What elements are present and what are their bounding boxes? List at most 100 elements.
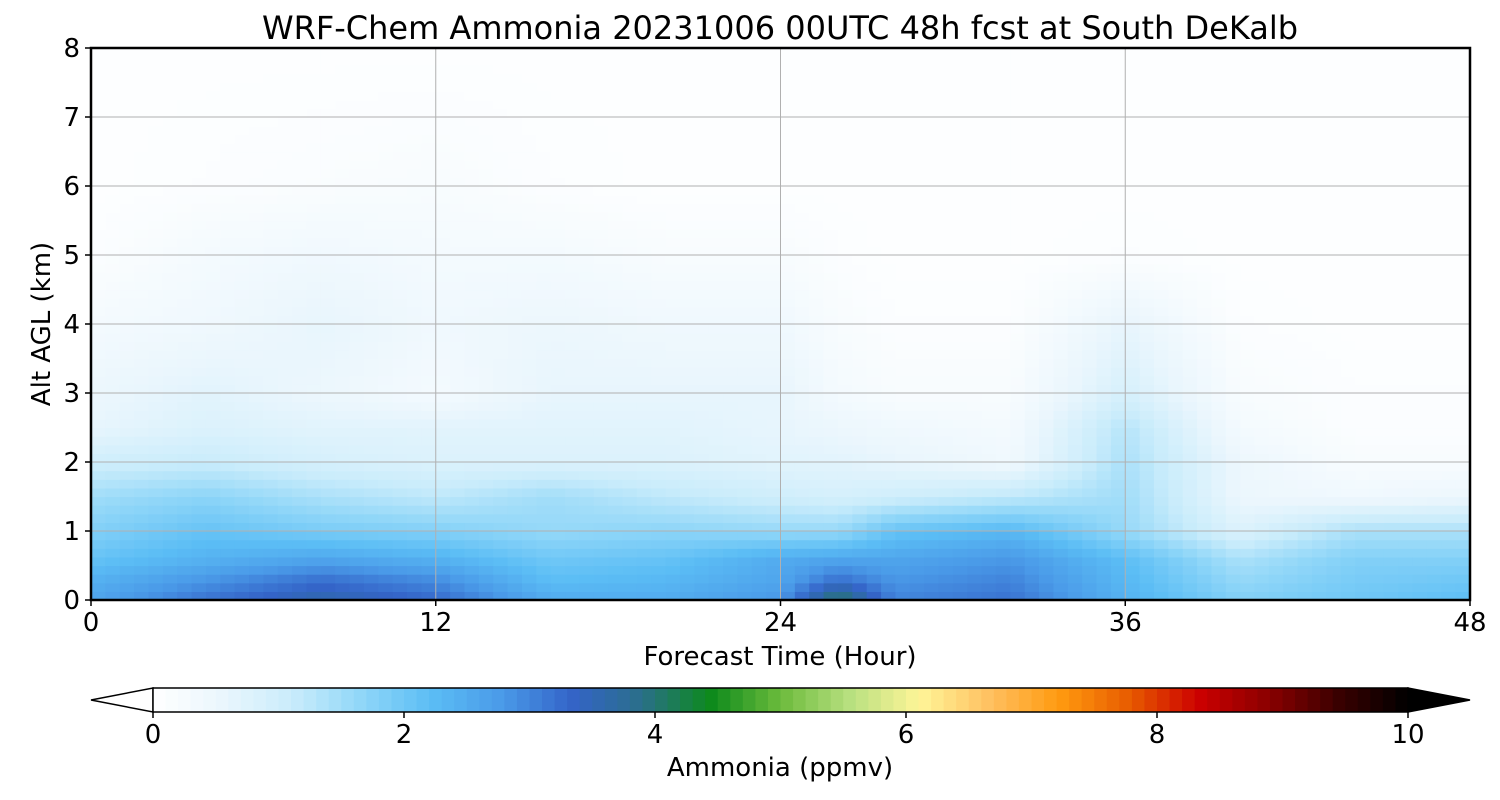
heatmap-cell bbox=[1211, 168, 1227, 178]
heatmap-cell bbox=[981, 418, 997, 429]
heatmap-cell bbox=[205, 289, 221, 299]
heatmap-cell bbox=[1139, 487, 1155, 498]
heatmap-cell bbox=[1110, 479, 1126, 489]
heatmap-cell bbox=[1039, 280, 1055, 291]
heatmap-cell bbox=[665, 306, 681, 316]
heatmap-cell bbox=[636, 582, 652, 592]
heatmap-cell bbox=[1039, 565, 1055, 575]
heatmap-cell bbox=[1082, 220, 1098, 230]
heatmap-cell bbox=[119, 229, 135, 239]
heatmap-cell bbox=[177, 479, 193, 489]
heatmap-cell bbox=[881, 194, 897, 204]
heatmap-cell bbox=[105, 565, 121, 575]
heatmap-cell bbox=[938, 522, 954, 532]
heatmap-cell bbox=[1355, 436, 1371, 446]
heatmap-cell bbox=[148, 479, 164, 489]
heatmap-cell bbox=[134, 263, 150, 273]
heatmap-cell bbox=[1225, 168, 1241, 178]
heatmap-cell bbox=[780, 237, 796, 247]
heatmap-cell bbox=[263, 246, 279, 256]
heatmap-cell bbox=[536, 479, 552, 489]
heatmap-cell bbox=[1082, 393, 1098, 403]
heatmap-cell bbox=[636, 263, 652, 273]
heatmap-cell bbox=[823, 160, 839, 170]
heatmap-cell bbox=[306, 591, 322, 600]
heatmap-cell bbox=[780, 289, 796, 299]
heatmap-cell bbox=[277, 255, 293, 265]
heatmap-cell bbox=[1326, 160, 1342, 170]
heatmap-cell bbox=[1168, 479, 1184, 489]
heatmap-cell bbox=[1053, 487, 1069, 498]
heatmap-cell bbox=[435, 298, 451, 308]
heatmap-cell bbox=[249, 470, 264, 480]
heatmap-cell bbox=[363, 306, 379, 316]
heatmap-cell bbox=[1053, 324, 1069, 334]
heatmap-cell bbox=[306, 298, 322, 308]
heatmap-cell bbox=[1412, 168, 1428, 178]
heatmap-cell bbox=[881, 168, 897, 178]
heatmap-cell bbox=[1455, 211, 1470, 222]
heatmap-cell bbox=[550, 401, 566, 411]
heatmap-cell bbox=[1355, 444, 1371, 454]
heatmap-cell bbox=[1053, 349, 1069, 360]
heatmap-cell bbox=[1426, 539, 1442, 549]
heatmap-cell bbox=[636, 255, 652, 265]
heatmap-cell bbox=[263, 194, 279, 204]
heatmap-cell bbox=[1053, 341, 1069, 351]
heatmap-cell bbox=[1168, 384, 1184, 394]
heatmap-cell bbox=[536, 513, 552, 523]
heatmap-cell bbox=[809, 237, 825, 247]
heatmap-cell bbox=[1110, 306, 1126, 316]
heatmap-cell bbox=[809, 453, 825, 463]
heatmap-cell bbox=[1067, 410, 1083, 420]
heatmap-cell bbox=[794, 556, 810, 567]
heatmap-cell bbox=[1283, 565, 1299, 575]
heatmap-cell bbox=[967, 427, 983, 437]
heatmap-cell bbox=[895, 548, 911, 558]
heatmap-cell bbox=[1268, 531, 1284, 541]
heatmap-cell bbox=[507, 358, 523, 368]
heatmap-cell bbox=[665, 246, 681, 256]
heatmap-cell bbox=[579, 384, 595, 394]
heatmap-cell bbox=[392, 539, 408, 549]
heatmap-cell bbox=[766, 556, 782, 567]
heatmap-cell bbox=[521, 539, 537, 549]
heatmap-cell bbox=[277, 470, 293, 480]
heatmap-cell bbox=[794, 246, 810, 256]
heatmap-cell bbox=[1355, 582, 1371, 592]
heatmap-cell bbox=[579, 168, 595, 178]
heatmap-cell bbox=[967, 177, 983, 187]
heatmap-cell bbox=[1153, 556, 1169, 567]
heatmap-cell bbox=[751, 255, 767, 265]
heatmap-cell bbox=[1441, 332, 1457, 342]
heatmap-cell bbox=[679, 539, 695, 549]
heatmap-cell bbox=[1455, 531, 1470, 541]
heatmap-cell bbox=[1398, 522, 1414, 532]
heatmap-cell bbox=[780, 496, 796, 506]
heatmap-cell bbox=[924, 522, 940, 532]
heatmap-cell bbox=[995, 470, 1011, 480]
heatmap-cell bbox=[708, 237, 724, 247]
heatmap-cell bbox=[119, 565, 135, 575]
heatmap-cell bbox=[1096, 470, 1112, 480]
heatmap-cell bbox=[694, 462, 710, 472]
heatmap-cell bbox=[622, 194, 638, 204]
heatmap-cell bbox=[881, 548, 897, 558]
heatmap-cell bbox=[1082, 522, 1098, 532]
heatmap-cell bbox=[277, 272, 293, 282]
heatmap-cell bbox=[162, 306, 178, 316]
heatmap-cell bbox=[234, 255, 250, 265]
heatmap-cell bbox=[91, 151, 106, 161]
heatmap-cell bbox=[1153, 349, 1169, 360]
heatmap-cell bbox=[234, 436, 250, 446]
heatmap-cell bbox=[421, 505, 437, 515]
heatmap-cell bbox=[464, 306, 480, 316]
heatmap-cell bbox=[363, 470, 379, 480]
heatmap-cell bbox=[1254, 436, 1270, 446]
heatmap-cell bbox=[794, 349, 810, 360]
heatmap-cell bbox=[478, 548, 494, 558]
heatmap-cell bbox=[995, 280, 1011, 291]
heatmap-cell bbox=[119, 315, 135, 325]
heatmap-cell bbox=[1268, 496, 1284, 506]
heatmap-cell bbox=[407, 582, 422, 592]
